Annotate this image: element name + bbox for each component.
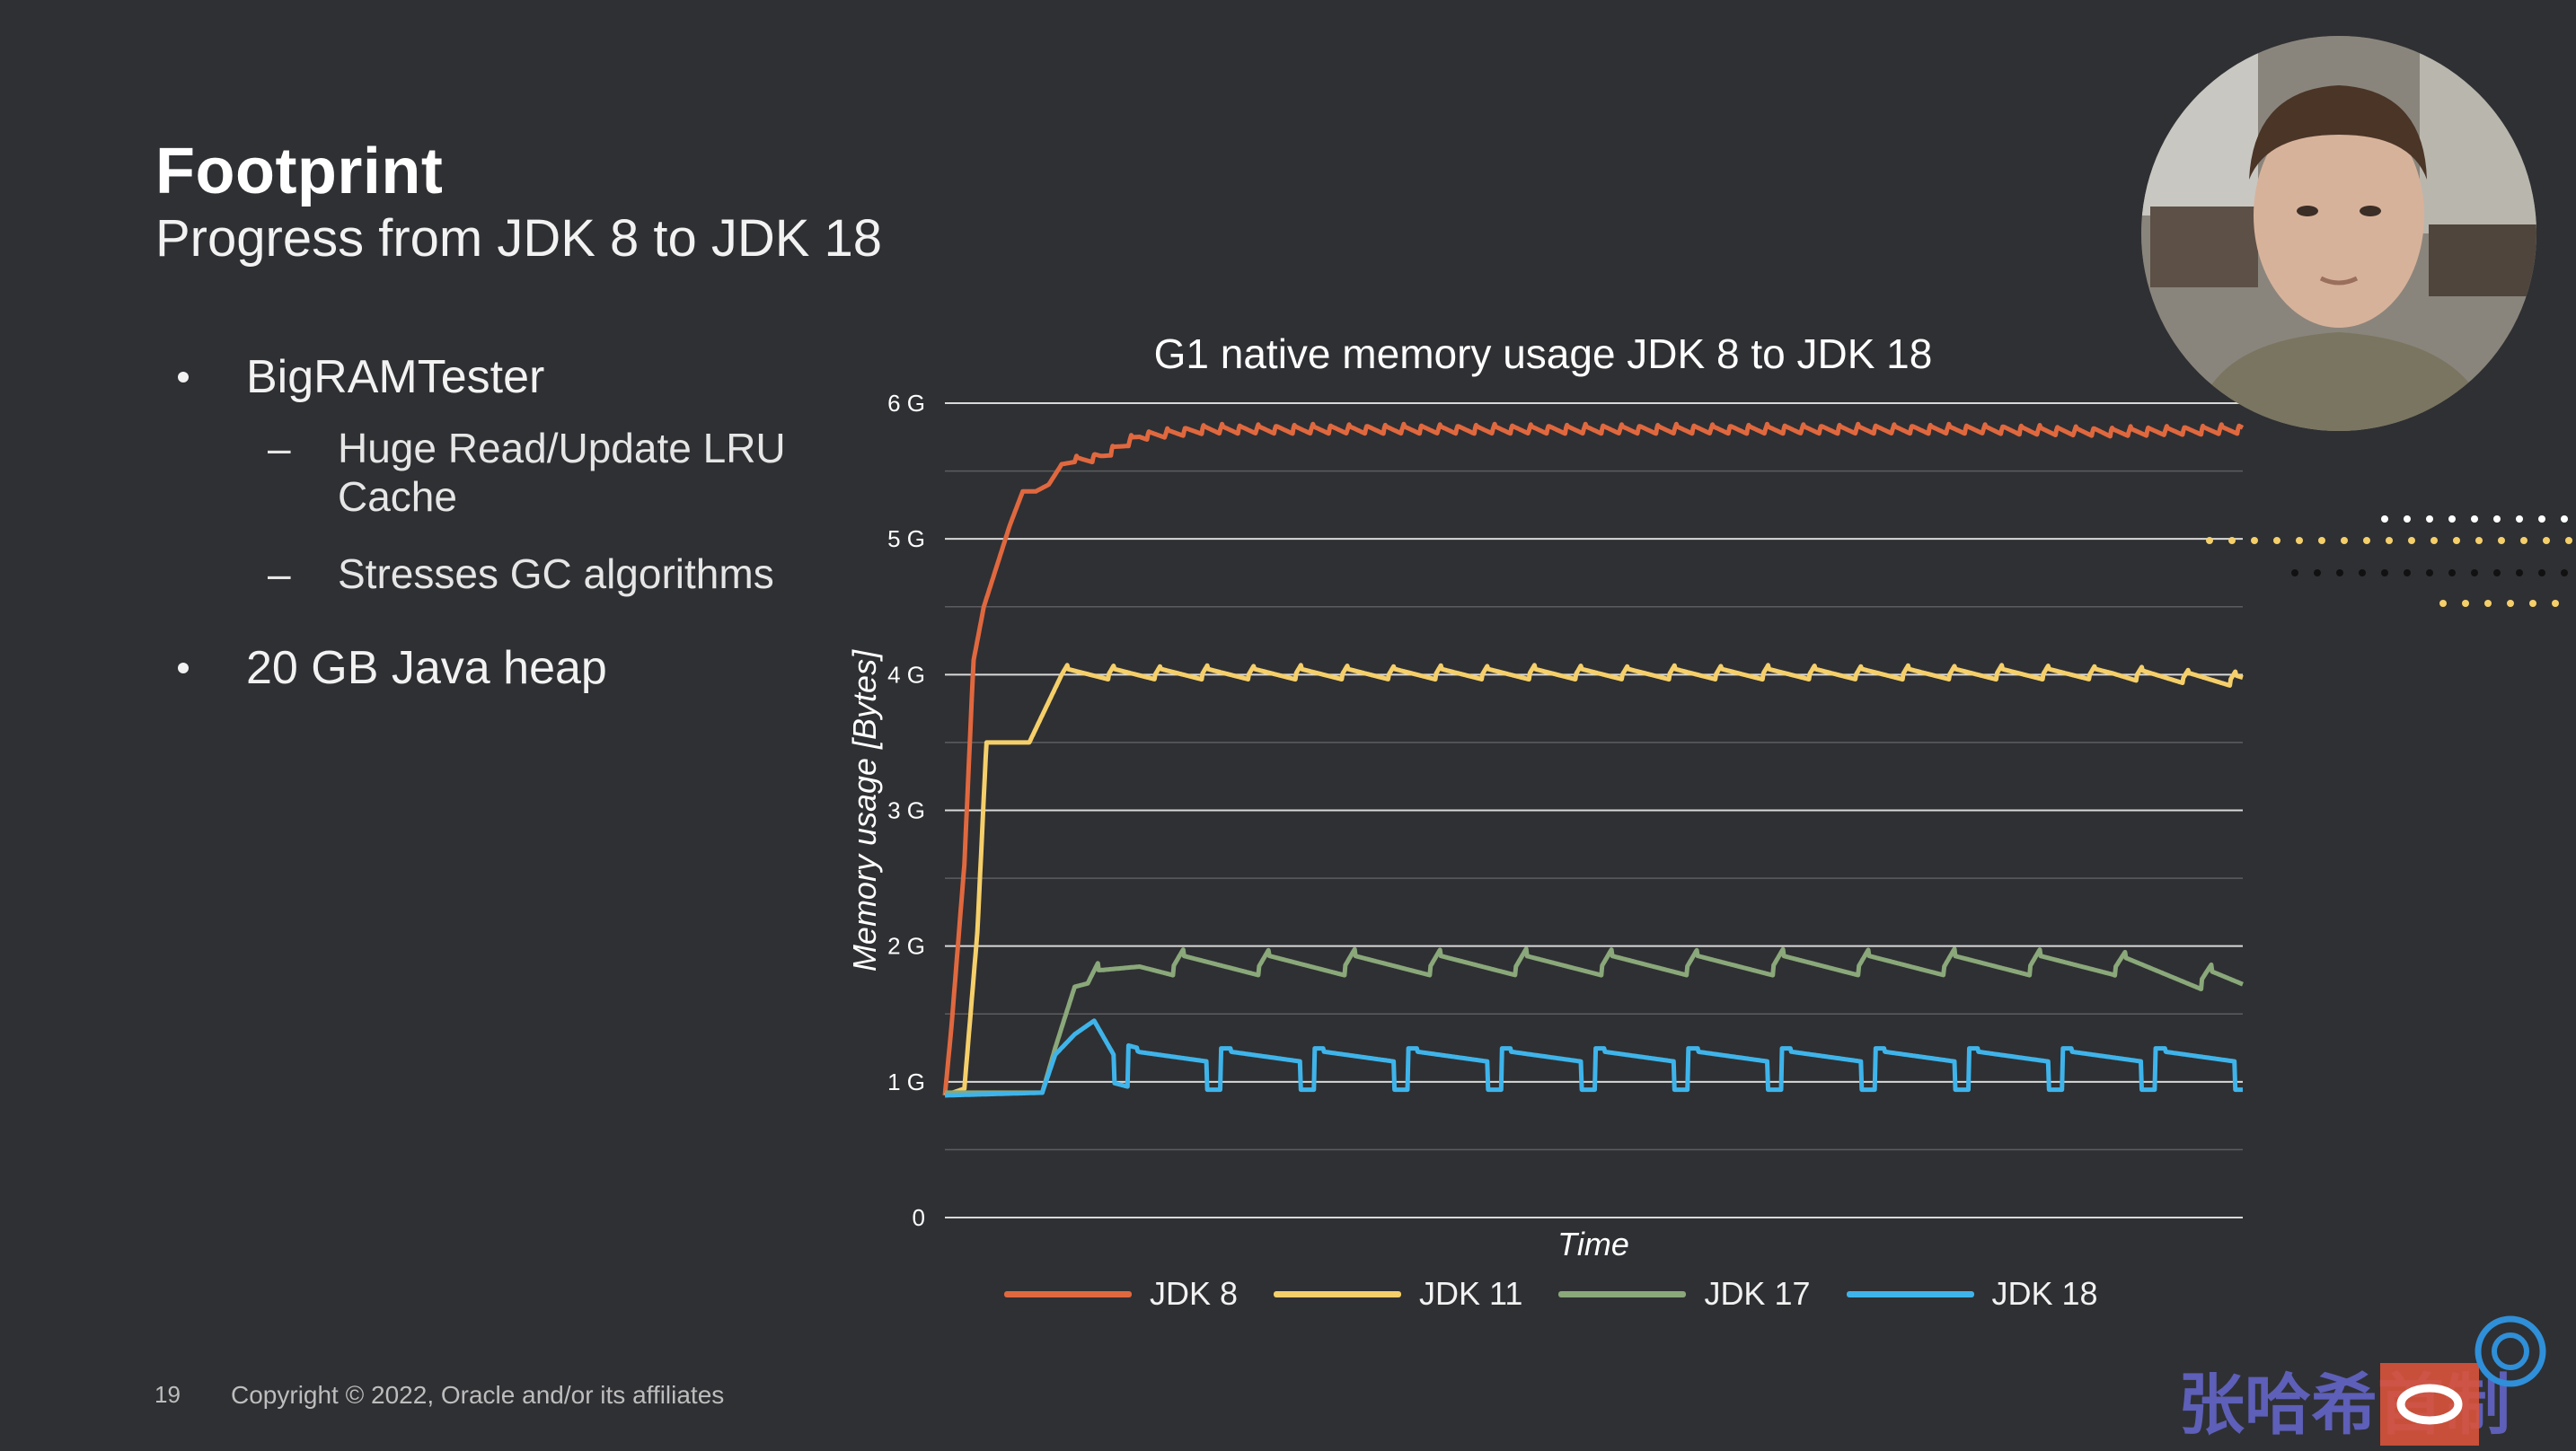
slide-title: Footprint (155, 136, 444, 207)
chart-legend: JDK 8 JDK 11 JDK 17 JDK 18 (1004, 1271, 2134, 1316)
presenter-figure (2141, 36, 2536, 431)
x-axis-label: Time (1557, 1226, 1629, 1262)
legend-swatch (1846, 1290, 1974, 1297)
decorative-dots (2206, 515, 2572, 607)
bullet-list: BigRAMTester – Huge Read/Update LRU Cach… (178, 350, 841, 695)
series-line-jdk18 (943, 1018, 2245, 1098)
bullet-item: BigRAMTester (178, 350, 841, 404)
bullet-text: 20 GB Java heap (246, 642, 607, 694)
presenter-avatar (2141, 36, 2536, 431)
bullet-text: BigRAMTester (246, 351, 545, 403)
legend-label: JDK 8 (1150, 1275, 1239, 1312)
bullet-item: 20 GB Java heap (178, 641, 841, 695)
series-lines (942, 421, 2245, 1098)
page-number: 19 (154, 1381, 181, 1408)
legend-item-jdk11: JDK 11 (1274, 1275, 1522, 1313)
bullet-dot-icon (178, 372, 189, 383)
watermark-logo: 张哈希首制 (2178, 1315, 2546, 1446)
legend-swatch (1274, 1290, 1402, 1297)
legend-item-jdk8: JDK 8 (1004, 1275, 1238, 1313)
legend-swatch (1004, 1290, 1132, 1297)
series-line-jdk11 (943, 663, 2245, 1098)
copyright-text: Copyright © 2022, Oracle and/or its affi… (231, 1381, 725, 1409)
y-tick-label: 5 G (887, 525, 925, 552)
legend-label: JDK 11 (1419, 1275, 1523, 1312)
series-line-jdk8 (942, 421, 2245, 1096)
y-axis-ticks: 0 1 G 2 G 3 G 4 G 5 G 6 G (887, 390, 925, 1231)
sub-bullet-item: – Huge Read/Update LRU Cache (178, 424, 841, 521)
y-tick-label: 3 G (887, 797, 925, 824)
legend-label: JDK 17 (1704, 1275, 1811, 1312)
slide-subtitle: Progress from JDK 8 to JDK 18 (155, 209, 883, 268)
y-axis-label: Memory usage [Bytes] (846, 649, 883, 972)
dash-icon: – (268, 425, 291, 471)
chart-grid (945, 402, 2243, 1218)
series-line-jdk17 (943, 946, 2245, 1095)
sub-bullet-text: Stresses GC algorithms (338, 550, 774, 597)
y-tick-label: 6 G (887, 390, 925, 417)
bullet-dot-icon (178, 663, 189, 673)
chart-title: G1 native memory usage JDK 8 to JDK 18 (1154, 330, 1933, 377)
sub-bullet-item: – Stresses GC algorithms (178, 550, 841, 598)
legend-swatch (1558, 1290, 1687, 1297)
legend-label: JDK 18 (1991, 1275, 2098, 1312)
sub-bullet-text: Huge Read/Update LRU Cache (338, 425, 786, 520)
y-tick-label: 0 (913, 1204, 925, 1231)
y-tick-label: 1 G (887, 1068, 925, 1095)
y-tick-label: 2 G (887, 933, 925, 960)
legend-item-jdk18: JDK 18 (1846, 1275, 2098, 1313)
legend-item-jdk17: JDK 17 (1558, 1275, 1811, 1313)
y-tick-label: 4 G (887, 661, 925, 688)
dash-icon: – (268, 550, 291, 597)
